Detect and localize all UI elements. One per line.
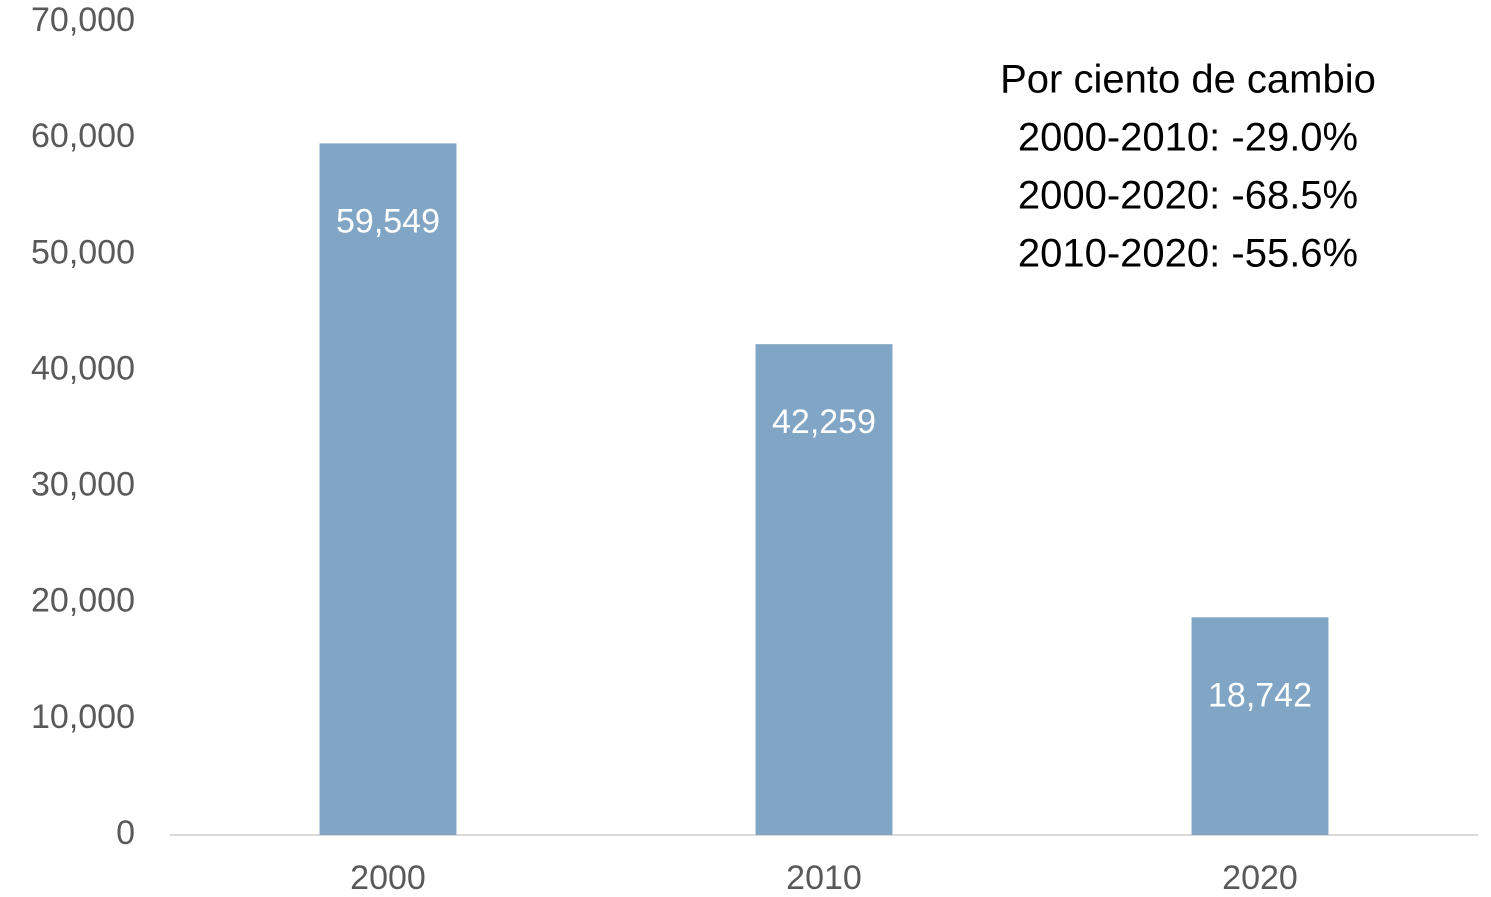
- annotation: 2010-2020: -55.6%: [1018, 232, 1358, 276]
- bar: [319, 143, 457, 835]
- y-tick-label: 10,000: [31, 698, 135, 736]
- y-tick-label: 50,000: [31, 233, 135, 271]
- x-tick-label: 2000: [350, 859, 426, 897]
- value-label: 59,549: [336, 202, 440, 240]
- bar: [1191, 617, 1329, 835]
- y-tick-label: 0: [116, 814, 135, 852]
- x-tick-label: 2010: [786, 859, 862, 897]
- annotation: Por ciento de cambio: [1000, 58, 1376, 102]
- value-label: 18,742: [1208, 676, 1312, 714]
- x-tick-label: 2020: [1222, 859, 1298, 897]
- y-tick-label: 70,000: [31, 1, 135, 39]
- y-tick-label: 40,000: [31, 349, 135, 387]
- bar: [755, 344, 893, 835]
- y-tick-label: 60,000: [31, 117, 135, 155]
- y-tick-label: 30,000: [31, 466, 135, 504]
- annotation: 2000-2010: -29.0%: [1018, 116, 1358, 160]
- annotation: 2000-2020: -68.5%: [1018, 174, 1358, 218]
- value-label: 42,259: [772, 403, 876, 441]
- y-tick-label: 20,000: [31, 582, 135, 620]
